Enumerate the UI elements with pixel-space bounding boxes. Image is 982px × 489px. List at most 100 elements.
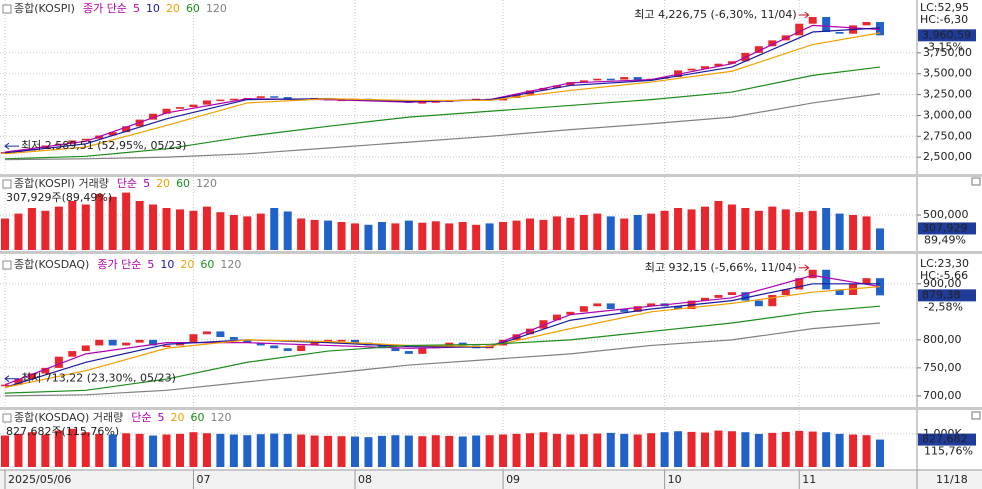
- change-label: 115,76%: [924, 445, 973, 458]
- candle: [633, 77, 642, 81]
- moving-average: [4, 66, 881, 160]
- low-arrow: [4, 375, 19, 383]
- volume-bar: [377, 435, 386, 467]
- candle: [135, 339, 144, 343]
- volume-bar: [135, 201, 144, 250]
- volume-bar: [512, 433, 521, 467]
- candle: [741, 292, 750, 301]
- volume-bar: [539, 432, 548, 467]
- volume-bar: [862, 435, 871, 467]
- close-button[interactable]: [971, 177, 981, 186]
- candle: [808, 269, 817, 279]
- volume-bar: [310, 435, 319, 467]
- volume-bar: [297, 218, 306, 250]
- volume-bar: [593, 433, 602, 467]
- volume-bar: [310, 219, 319, 250]
- last-value-box: [918, 29, 976, 42]
- volume-bar: [822, 208, 831, 250]
- change-label: -2,58%: [924, 300, 963, 313]
- panel-separator: [0, 174, 982, 177]
- volume-bar: [835, 213, 844, 250]
- candle: [727, 61, 736, 64]
- volume-bar: [27, 208, 36, 250]
- indicator-label: 단순: [131, 411, 151, 424]
- legend-entry: 60: [200, 258, 214, 271]
- volume-bar: [539, 219, 548, 250]
- volume-bar: [337, 222, 346, 250]
- volume-bar: [660, 432, 669, 467]
- volume-bar: [606, 432, 615, 467]
- legend-entry: 20: [180, 258, 194, 271]
- volume-bar: [687, 431, 696, 467]
- volume-bar: [256, 213, 265, 250]
- lc-label: LC:52,95: [920, 1, 969, 14]
- hc-label: HC:-6,30: [920, 13, 968, 26]
- y-tick-label: 3,750,00: [923, 46, 972, 59]
- candle: [256, 342, 265, 346]
- volume-bar: [54, 430, 63, 467]
- volume-bar: [297, 434, 306, 467]
- y-tick-label: 500,000: [923, 208, 969, 221]
- candle: [768, 295, 777, 307]
- volume-bar: [149, 435, 158, 467]
- last-value-box: [918, 222, 976, 235]
- legend-entry: 120: [206, 2, 227, 15]
- x-tick-label: 2025/05/06: [8, 473, 71, 486]
- close-button[interactable]: [971, 411, 981, 420]
- volume-bar: [14, 213, 23, 250]
- candle: [754, 300, 763, 307]
- candle: [256, 96, 265, 98]
- volume-bar: [216, 212, 225, 250]
- volume-bar: [135, 433, 144, 467]
- candle: [512, 334, 521, 340]
- candle: [189, 104, 198, 108]
- indicator-label: 종가 단순: [97, 258, 141, 271]
- volume-bar: [754, 210, 763, 250]
- volume-bar: [41, 210, 50, 250]
- volume-bar: [485, 223, 494, 250]
- candle: [579, 306, 588, 312]
- candle: [149, 339, 158, 346]
- y-tick-label: 750,00: [923, 361, 962, 374]
- candle: [14, 379, 23, 385]
- volume-bar: [876, 228, 884, 250]
- volume-bar: [526, 218, 534, 250]
- moving-average: [4, 305, 881, 394]
- volume-bar: [81, 204, 90, 250]
- legend-entry: 120: [196, 177, 217, 190]
- y-tick-label: 3,250,00: [923, 88, 972, 101]
- candle: [297, 345, 306, 352]
- last-value-label: 307,929: [922, 221, 968, 234]
- high-arrow: [798, 11, 810, 19]
- volume-bar: [472, 224, 481, 250]
- volume-bar: [418, 222, 427, 250]
- volume-bar: [472, 435, 481, 467]
- x-tick-label: 09: [506, 473, 520, 486]
- panel-header: 종합(KOSDAQ) 거래량 단순 5 20 60 120: [14, 411, 231, 424]
- volume-bar: [1, 218, 9, 250]
- volume-bar: [176, 209, 184, 250]
- moving-average: [4, 93, 881, 161]
- candle: [620, 77, 629, 80]
- volume-bar: [283, 211, 292, 250]
- volume-bar: [633, 215, 642, 250]
- candle: [431, 101, 440, 103]
- volume-bar: [660, 210, 669, 250]
- candle: [95, 339, 104, 346]
- high-annotation: 최고 4,226,75 (-6,30%, 11/04): [634, 8, 796, 21]
- candle: [822, 269, 831, 290]
- x-tick-label: 07: [196, 473, 210, 486]
- volume-bar: [579, 215, 588, 250]
- legend-entry: 120: [210, 411, 231, 424]
- high-annotation: 최고 932,15 (-5,66%, 11/04): [645, 261, 797, 274]
- candle: [1, 384, 9, 387]
- candle: [81, 138, 90, 141]
- candle: [122, 126, 131, 133]
- volume-bar: [54, 206, 63, 250]
- candle: [176, 107, 184, 109]
- volume-bar: [243, 216, 252, 250]
- volume-bar: [404, 220, 413, 250]
- volume-bar: [256, 434, 265, 467]
- candle: [795, 23, 804, 36]
